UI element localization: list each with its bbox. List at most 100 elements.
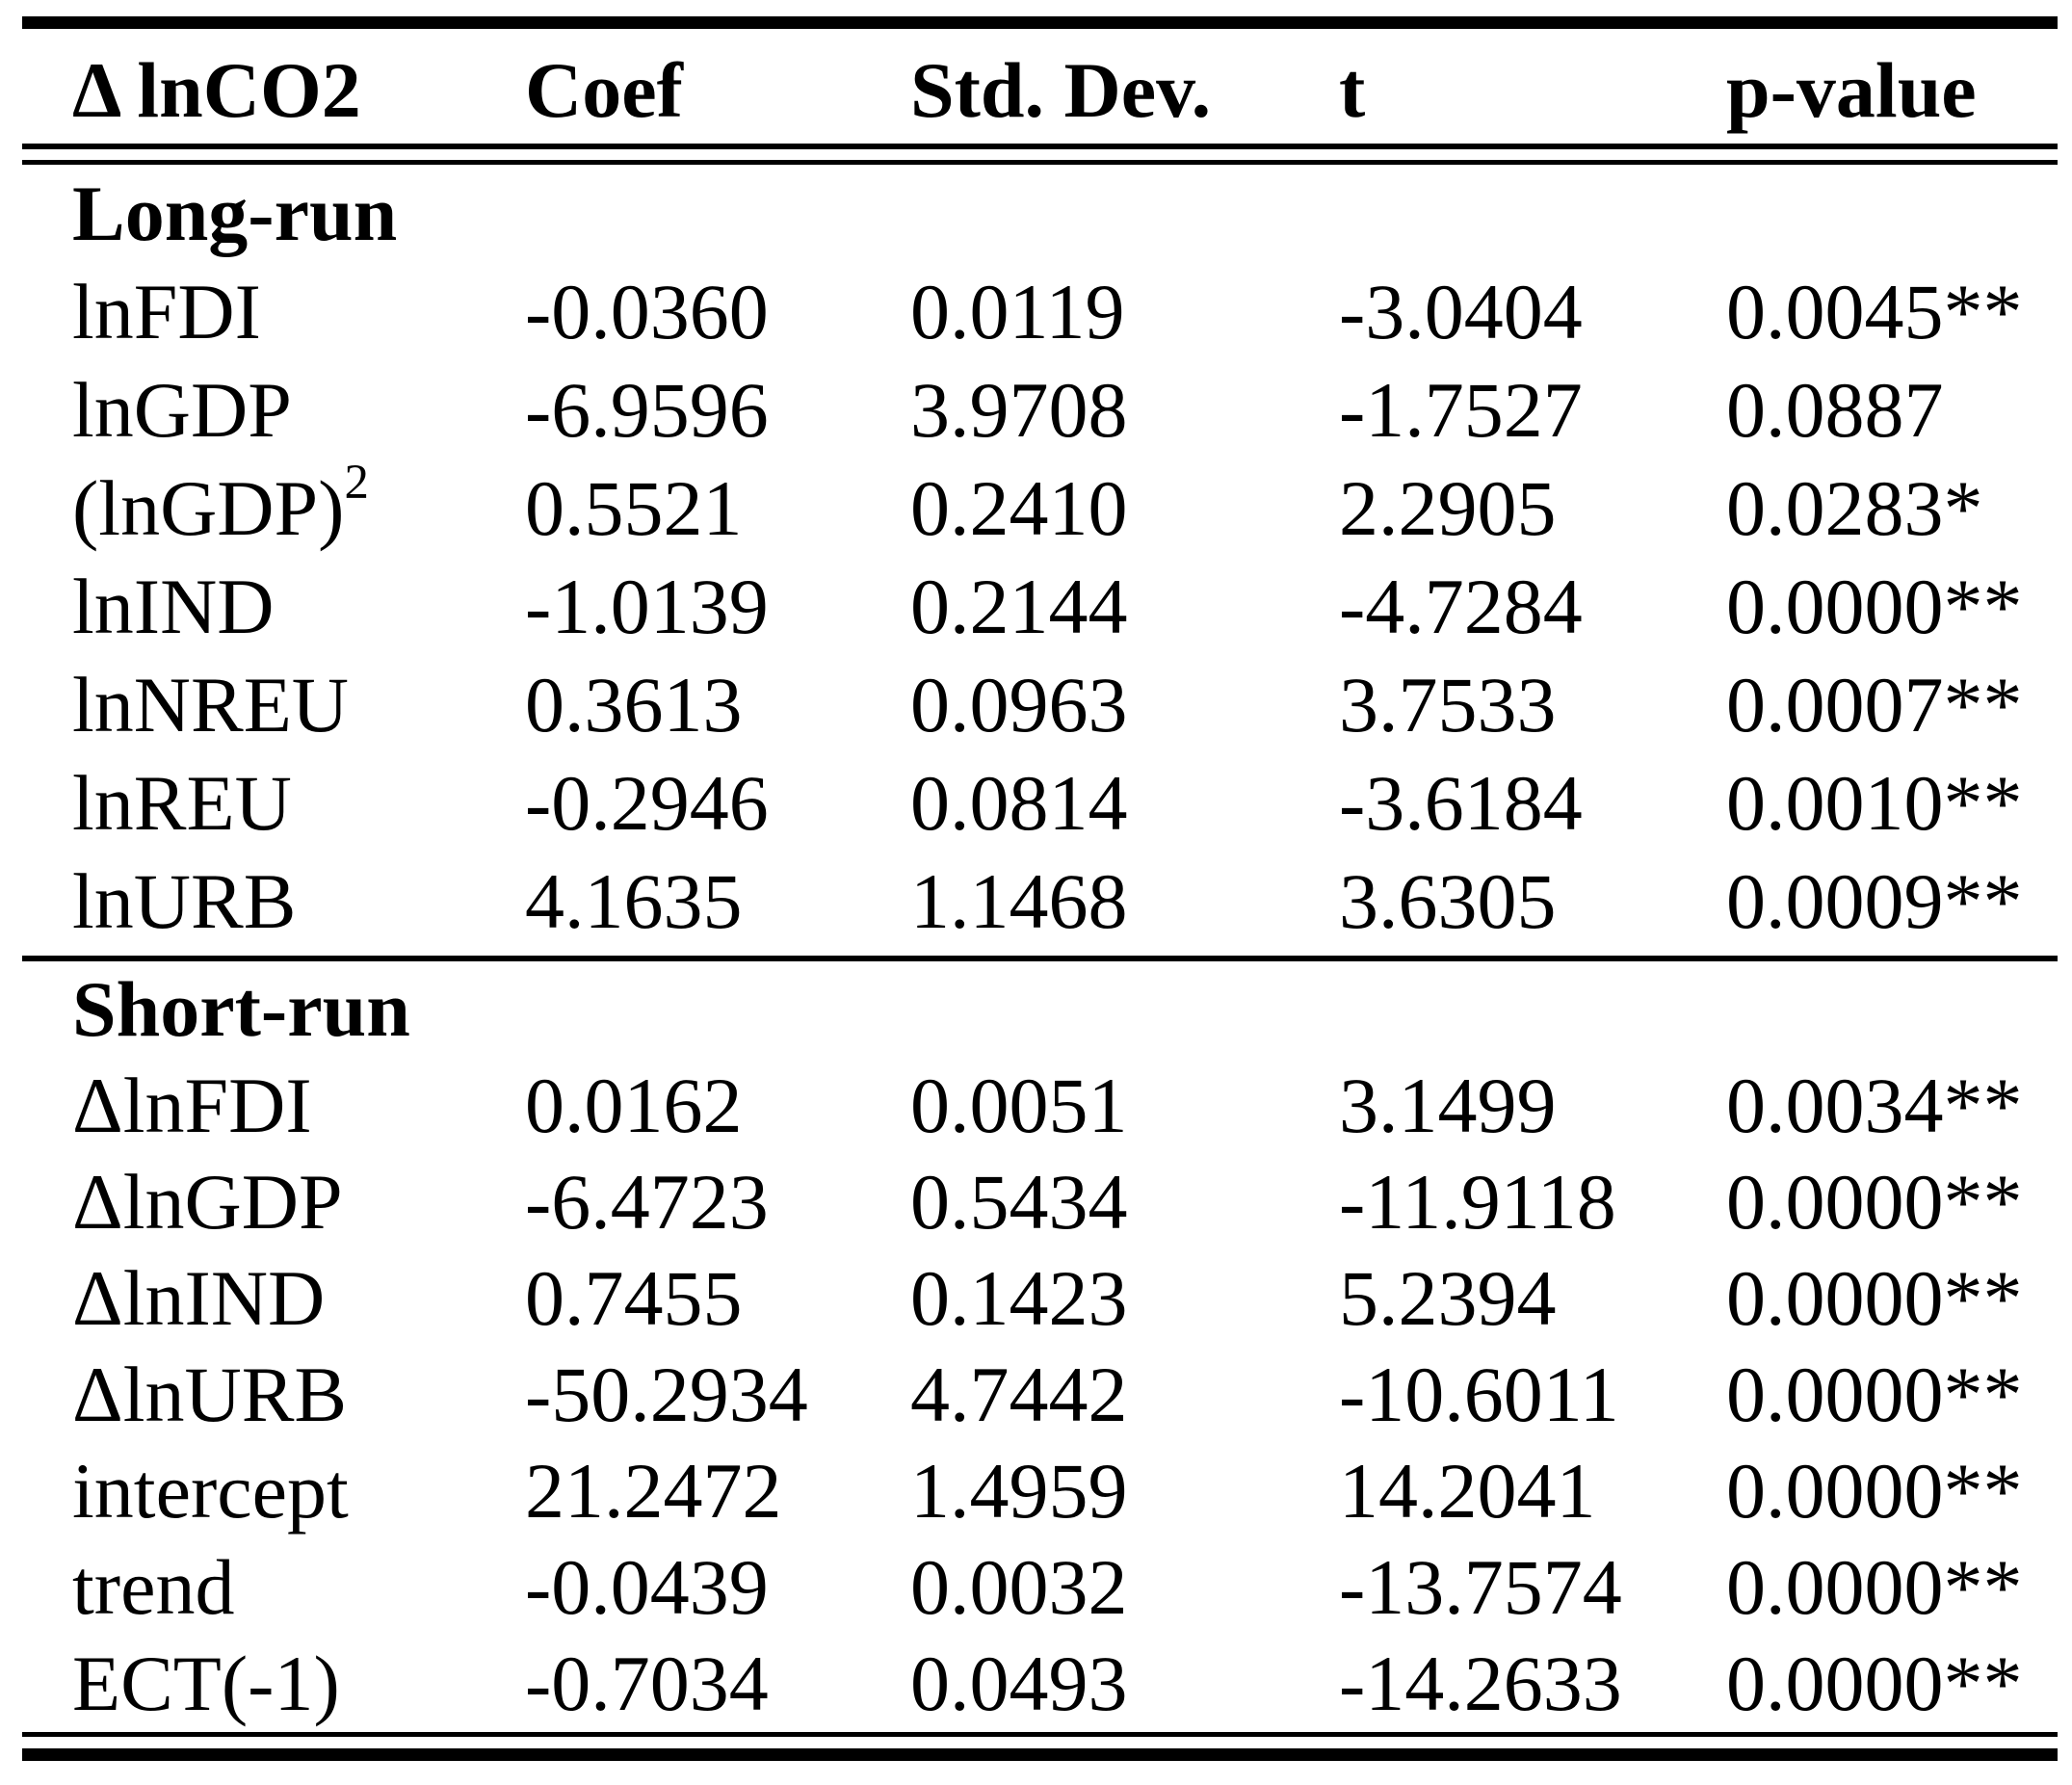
- stddev-value: 3.9708: [910, 366, 1128, 454]
- t-value: -3.0404: [1339, 268, 1583, 355]
- stddev-value: 1.1468: [910, 857, 1128, 945]
- stddev-value: 0.0963: [910, 661, 1128, 748]
- t-value: -3.6184: [1339, 759, 1583, 847]
- stddev-value: 0.1423: [910, 1254, 1128, 1342]
- row-label: trend: [72, 1543, 235, 1631]
- table-header-row: Δ lnCO2 Coef Std. Dev. t p-value: [22, 29, 2058, 144]
- stddev-value: 0.2410: [910, 464, 1128, 552]
- table-row-lnurb: lnURB 4.1635 1.1468 3.6305 0.0009**: [22, 853, 2058, 951]
- table-row-lnnreu: lnNREU 0.3613 0.0963 3.7533 0.0007**: [22, 656, 2058, 754]
- p-value: 0.0283*: [1726, 464, 1983, 552]
- stddev-value: 4.7442: [910, 1351, 1128, 1438]
- t-value: -1.7527: [1339, 366, 1583, 454]
- coef-value: 0.7455: [525, 1254, 743, 1342]
- bottom-rule-lower: [22, 1748, 2058, 1761]
- table-row-lnreu: lnREU -0.2946 0.0814 -3.6184 0.0010**: [22, 754, 2058, 853]
- coef-value: 0.3613: [525, 661, 743, 748]
- row-label: lnREU: [72, 759, 292, 847]
- col-header-coef: Coef: [525, 46, 683, 134]
- coef-value: -1.0139: [525, 563, 769, 650]
- p-value: 0.0034**: [1726, 1062, 2023, 1149]
- t-value: -11.9118: [1339, 1158, 1616, 1246]
- bottom-rule-upper: [22, 1732, 2058, 1737]
- t-value: -4.7284: [1339, 563, 1583, 650]
- section-row-long-run: Long-run: [22, 165, 2058, 263]
- coef-value: 4.1635: [525, 857, 743, 945]
- table-row-d-lnurb: ΔlnURB -50.2934 4.7442 -10.6011 0.0000**: [22, 1347, 2058, 1443]
- p-value: 0.0000**: [1726, 1640, 2023, 1727]
- p-value: 0.0000**: [1726, 1158, 2023, 1246]
- row-label: lnNREU: [72, 661, 349, 748]
- table-row-lnfdi: lnFDI -0.0360 0.0119 -3.0404 0.0045**: [22, 263, 2058, 361]
- coef-value: -6.9596: [525, 366, 769, 454]
- row-label: lnGDP: [72, 366, 292, 454]
- coef-value: 0.5521: [525, 464, 743, 552]
- row-label: intercept: [72, 1447, 349, 1535]
- row-label: ΔlnFDI: [72, 1062, 312, 1149]
- stddev-value: 1.4959: [910, 1447, 1128, 1535]
- header-rule-upper: [22, 144, 2058, 149]
- table-row-ect: ECT(-1) -0.7034 0.0493 -14.2633 0.0000**: [22, 1636, 2058, 1732]
- row-label: lnURB: [72, 857, 297, 945]
- table-row-d-lngdp: ΔlnGDP -6.4723 0.5434 -11.9118 0.0000**: [22, 1154, 2058, 1250]
- table-row-lnind: lnIND -1.0139 0.2144 -4.7284 0.0000**: [22, 558, 2058, 656]
- table-row-lngdp: lnGDP -6.9596 3.9708 -1.7527 0.0887: [22, 361, 2058, 459]
- t-value: 3.1499: [1339, 1062, 1557, 1149]
- stddev-value: 0.0493: [910, 1640, 1128, 1727]
- coef-value: -0.7034: [525, 1640, 769, 1727]
- t-value: -13.7574: [1339, 1543, 1622, 1631]
- p-value: 0.0010**: [1726, 759, 2023, 847]
- t-value: -10.6011: [1339, 1351, 1619, 1438]
- coef-value: 21.2472: [525, 1447, 782, 1535]
- stddev-value: 0.0051: [910, 1062, 1128, 1149]
- regression-results-table: Δ lnCO2 Coef Std. Dev. t p-value Long-ru…: [0, 16, 2072, 1761]
- col-header-p-value: p-value: [1726, 46, 1977, 134]
- coef-value: -0.0439: [525, 1543, 769, 1631]
- row-label: ECT(-1): [72, 1640, 340, 1727]
- stddev-value: 0.0032: [910, 1543, 1128, 1631]
- stddev-value: 0.5434: [910, 1158, 1128, 1246]
- coef-value: 0.0162: [525, 1062, 743, 1149]
- stddev-value: 0.0814: [910, 759, 1128, 847]
- header-rule-lower: [22, 160, 2058, 165]
- row-label: ΔlnURB: [72, 1351, 348, 1438]
- coef-value: -50.2934: [525, 1351, 808, 1438]
- superscript-exponent: 2: [344, 455, 369, 509]
- t-value: 14.2041: [1339, 1447, 1596, 1535]
- p-value: 0.0000**: [1726, 1543, 2023, 1631]
- row-label: (lnGDP)2: [72, 458, 525, 548]
- t-value: 3.6305: [1339, 857, 1557, 945]
- table-row-d-lnfdi: ΔlnFDI 0.0162 0.0051 3.1499 0.0034**: [22, 1058, 2058, 1154]
- p-value: 0.0045**: [1726, 268, 2023, 355]
- top-rule: [22, 16, 2058, 29]
- p-value: 0.0009**: [1726, 857, 2023, 945]
- t-value: 2.2905: [1339, 464, 1557, 552]
- col-header-dependent-variable: Δ lnCO2: [72, 46, 361, 134]
- t-value: 5.2394: [1339, 1254, 1557, 1342]
- col-header-std-dev: Std. Dev.: [910, 46, 1212, 134]
- row-label: lnIND: [72, 563, 275, 650]
- p-value: 0.0000**: [1726, 1447, 2023, 1535]
- row-label: ΔlnGDP: [72, 1158, 343, 1246]
- coef-value: -6.4723: [525, 1158, 769, 1246]
- bottom-rule-gap: [22, 1737, 2058, 1748]
- section-divider-rule: [22, 956, 2058, 961]
- table-row-d-lnind: ΔlnIND 0.7455 0.1423 5.2394 0.0000**: [22, 1250, 2058, 1347]
- row-label-base: (lnGDP): [72, 464, 345, 552]
- table-row-intercept: intercept 21.2472 1.4959 14.2041 0.0000*…: [22, 1443, 2058, 1539]
- p-value: 0.0007**: [1726, 661, 2023, 748]
- p-value: 0.0887: [1726, 366, 1944, 454]
- table-row-lngdp-squared: (lnGDP)2 0.5521 0.2410 2.2905 0.0283*: [22, 458, 2058, 558]
- stddev-value: 0.0119: [910, 268, 1125, 355]
- section-label-short-run: Short-run: [72, 965, 410, 1053]
- section-row-short-run: Short-run: [22, 961, 2058, 1058]
- stddev-value: 0.2144: [910, 563, 1128, 650]
- p-value: 0.0000**: [1726, 563, 2023, 650]
- p-value: 0.0000**: [1726, 1351, 2023, 1438]
- p-value: 0.0000**: [1726, 1254, 2023, 1342]
- t-value: 3.7533: [1339, 661, 1557, 748]
- coef-value: -0.0360: [525, 268, 769, 355]
- row-label: lnFDI: [72, 268, 261, 355]
- row-label: ΔlnIND: [72, 1254, 326, 1342]
- col-header-t: t: [1339, 46, 1366, 134]
